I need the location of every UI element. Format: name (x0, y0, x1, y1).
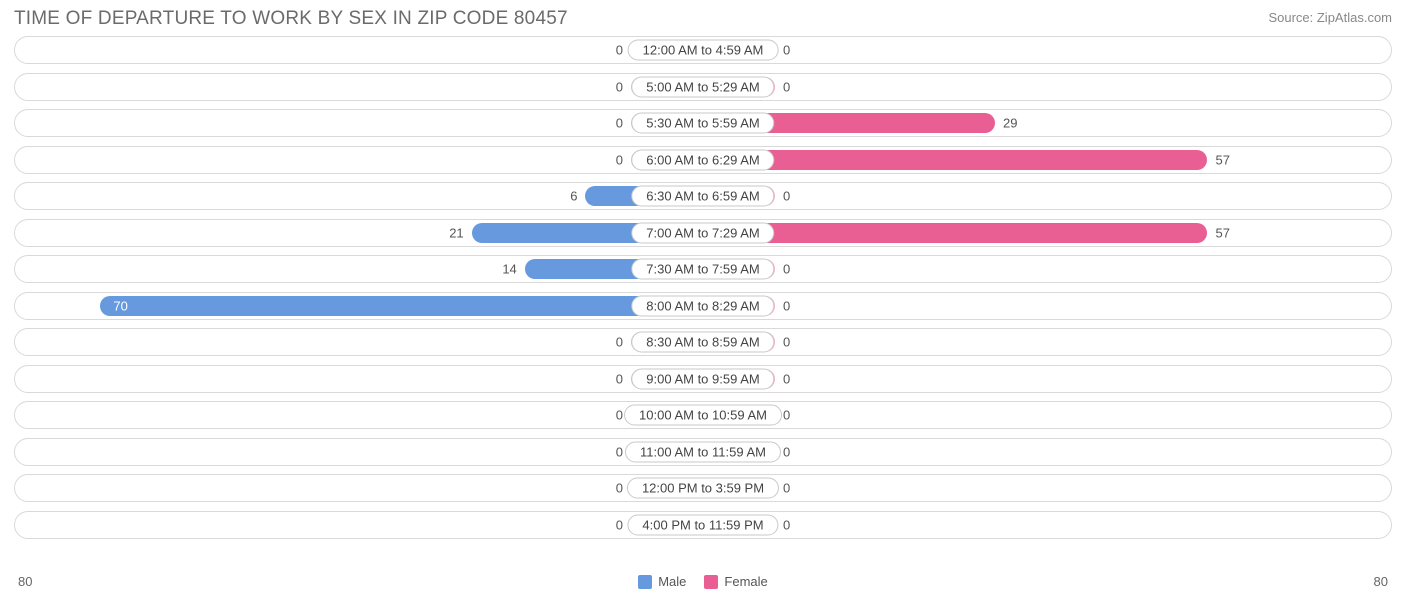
male-value: 0 (616, 116, 623, 131)
legend: Male Female (638, 574, 768, 589)
row-category-label: 5:00 AM to 5:29 AM (631, 76, 774, 97)
female-value: 0 (783, 43, 790, 58)
female-value: 0 (783, 481, 790, 496)
male-value: 0 (616, 408, 623, 423)
row-category-label: 12:00 PM to 3:59 PM (627, 478, 779, 499)
female-bar (703, 150, 1207, 170)
female-value: 57 (1215, 152, 1229, 167)
female-bar (703, 223, 1207, 243)
row-category-label: 8:00 AM to 8:29 AM (631, 295, 774, 316)
male-value: 0 (616, 152, 623, 167)
chart-row: 12:00 AM to 4:59 AM 0 0 (14, 36, 1392, 64)
axis-left-label: 80 (18, 574, 32, 589)
male-value: 0 (616, 43, 623, 58)
legend-item-female: Female (704, 574, 767, 589)
row-category-label: 12:00 AM to 4:59 AM (628, 40, 779, 61)
chart-row: 11:00 AM to 11:59 AM0 0 (14, 438, 1392, 466)
row-category-label: 7:00 AM to 7:29 AM (631, 222, 774, 243)
male-bar (100, 296, 703, 316)
chart-row: 5:30 AM to 5:59 AM 0 29 (14, 109, 1392, 137)
chart-row: 4:00 PM to 11:59 PM 0 0 (14, 511, 1392, 539)
female-value: 0 (783, 408, 790, 423)
chart-header: TIME OF DEPARTURE TO WORK BY SEX IN ZIP … (0, 0, 1406, 36)
male-value: 0 (616, 444, 623, 459)
female-value: 0 (783, 79, 790, 94)
row-category-label: 10:00 AM to 10:59 AM (624, 405, 782, 426)
female-value: 0 (783, 517, 790, 532)
chart-title: TIME OF DEPARTURE TO WORK BY SEX IN ZIP … (14, 8, 568, 30)
chart-footer: 80 Male Female 80 (0, 574, 1406, 589)
male-value: 0 (616, 335, 623, 350)
chart-source: Source: ZipAtlas.com (1268, 10, 1392, 25)
row-category-label: 5:30 AM to 5:59 AM (631, 113, 774, 134)
chart-row: 8:00 AM to 8:29 AM 70 0 (14, 292, 1392, 320)
chart-row: 5:00 AM to 5:29 AM 0 0 (14, 73, 1392, 101)
row-category-label: 8:30 AM to 8:59 AM (631, 332, 774, 353)
female-swatch-icon (704, 575, 718, 589)
row-category-label: 11:00 AM to 11:59 AM (625, 441, 781, 462)
male-value: 14 (502, 262, 516, 277)
chart-row: 7:00 AM to 7:29 AM 21 57 (14, 219, 1392, 247)
female-value: 0 (783, 444, 790, 459)
row-category-label: 6:30 AM to 6:59 AM (631, 186, 774, 207)
chart-area: 12:00 AM to 4:59 AM 0 0 5:00 AM to 5:29 AM 0… (0, 36, 1406, 539)
row-category-label: 7:30 AM to 7:59 AM (631, 259, 774, 280)
chart-row: 7:30 AM to 7:59 AM 14 0 (14, 255, 1392, 283)
male-value: 6 (570, 189, 577, 204)
female-value: 0 (783, 335, 790, 350)
row-category-label: 4:00 PM to 11:59 PM (627, 514, 778, 535)
legend-label-female: Female (724, 574, 767, 589)
female-value: 0 (783, 298, 790, 313)
legend-item-male: Male (638, 574, 686, 589)
chart-row: 10:00 AM to 10:59 AM0 0 (14, 401, 1392, 429)
female-value: 57 (1215, 225, 1229, 240)
axis-right-label: 80 (1374, 574, 1388, 589)
male-value: 0 (616, 517, 623, 532)
chart-row: 6:00 AM to 6:29 AM 0 57 (14, 146, 1392, 174)
female-value: 0 (783, 189, 790, 204)
male-value: 0 (616, 79, 623, 94)
chart-row: 6:30 AM to 6:59 AM 6 0 (14, 182, 1392, 210)
male-value: 0 (616, 371, 623, 386)
legend-label-male: Male (658, 574, 686, 589)
male-value: 21 (449, 225, 463, 240)
row-category-label: 6:00 AM to 6:29 AM (631, 149, 774, 170)
chart-row: 8:30 AM to 8:59 AM 0 0 (14, 328, 1392, 356)
chart-row: 9:00 AM to 9:59 AM 0 0 (14, 365, 1392, 393)
row-category-label: 9:00 AM to 9:59 AM (631, 368, 774, 389)
male-swatch-icon (638, 575, 652, 589)
male-value: 70 (113, 298, 127, 313)
female-value: 0 (783, 262, 790, 277)
chart-row: 12:00 PM to 3:59 PM 0 0 (14, 474, 1392, 502)
female-value: 0 (783, 371, 790, 386)
female-value: 29 (1003, 116, 1017, 131)
male-value: 0 (616, 481, 623, 496)
